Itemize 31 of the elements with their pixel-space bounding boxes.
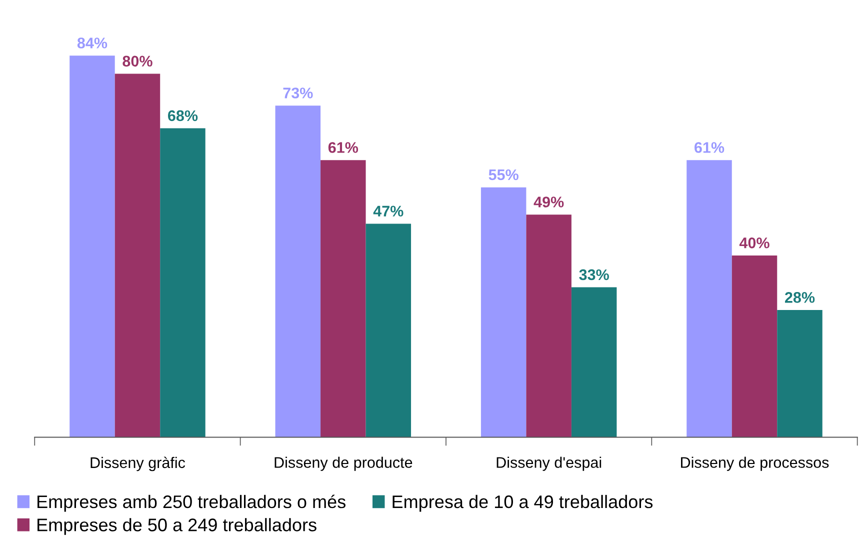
- data-label: 33%: [579, 269, 609, 280]
- x-tick-label: Disseny de processos: [681, 456, 829, 471]
- bar: [480, 187, 526, 438]
- legend-label: Empreses de 50 a 249 treballadors: [38, 518, 316, 535]
- bar: [275, 106, 321, 438]
- data-label: 84%: [77, 38, 108, 48]
- bar: [777, 310, 822, 438]
- data-label: 47%: [373, 206, 404, 216]
- x-tick-label: Disseny de producte: [274, 456, 412, 471]
- bar: [160, 128, 206, 438]
- data-label: 73%: [283, 88, 313, 98]
- data-label: 61%: [694, 142, 724, 153]
- data-label: 28%: [784, 292, 815, 303]
- data-label: 40%: [739, 238, 770, 248]
- bar: [70, 56, 115, 438]
- x-tick-label: Disseny gràfic: [90, 456, 186, 472]
- data-label: 55%: [488, 169, 518, 180]
- data-label: 80%: [122, 56, 152, 67]
- x-tick-label: Disseny d'espai: [496, 456, 602, 471]
- data-label: 68%: [168, 110, 198, 122]
- bar: [366, 224, 412, 438]
- data-label: 61%: [328, 142, 358, 153]
- bar: [732, 256, 778, 438]
- bar: [526, 214, 572, 438]
- bar: [686, 160, 732, 438]
- bar: [571, 287, 617, 438]
- legend-label: Empreses amb 250 treballadors o més: [38, 494, 346, 512]
- legend-label: Empresa de 10 a 49 treballadors: [392, 494, 653, 512]
- data-label: 49%: [534, 196, 564, 208]
- bar: [114, 74, 160, 438]
- bar: [320, 160, 366, 438]
